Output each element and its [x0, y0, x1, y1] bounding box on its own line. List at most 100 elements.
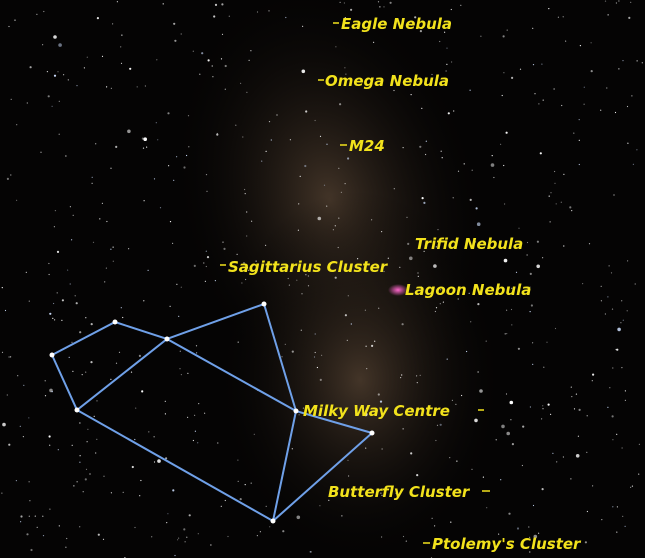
star — [326, 205, 328, 207]
star — [401, 374, 403, 376]
star — [410, 94, 412, 96]
star — [42, 44, 44, 46]
star — [110, 248, 112, 250]
star — [409, 256, 413, 261]
star — [71, 239, 73, 241]
star — [583, 103, 585, 105]
star — [414, 16, 417, 19]
star — [532, 27, 534, 29]
star — [542, 408, 544, 410]
star — [385, 488, 387, 490]
star — [571, 210, 573, 212]
star — [110, 167, 112, 169]
star — [542, 257, 544, 259]
star — [389, 1, 392, 4]
star — [563, 173, 565, 175]
star — [83, 67, 85, 69]
star — [501, 424, 505, 429]
star — [592, 485, 594, 487]
star — [460, 4, 462, 6]
star — [500, 479, 502, 481]
star — [590, 42, 592, 44]
star — [477, 371, 479, 373]
star — [236, 253, 238, 255]
star — [237, 341, 239, 343]
star — [251, 220, 253, 222]
star — [498, 533, 500, 535]
star — [371, 344, 374, 347]
star — [456, 460, 458, 462]
star — [187, 416, 189, 418]
star — [447, 112, 450, 115]
star — [328, 499, 330, 501]
star — [205, 174, 208, 176]
star — [604, 313, 607, 315]
label: Ptolemy's Cluster — [432, 535, 582, 553]
star — [446, 63, 448, 65]
star — [79, 422, 81, 424]
star — [383, 6, 385, 8]
star — [179, 350, 181, 352]
star — [71, 444, 73, 446]
star — [276, 114, 278, 116]
star — [246, 91, 248, 93]
star — [138, 354, 141, 357]
star — [612, 439, 614, 441]
star — [506, 333, 508, 335]
star — [112, 23, 114, 25]
star — [399, 266, 401, 268]
star — [627, 260, 629, 262]
star — [504, 203, 506, 205]
star — [381, 494, 383, 496]
star — [186, 154, 188, 157]
star — [620, 322, 622, 324]
constellation-star — [49, 352, 55, 358]
star — [615, 2, 618, 4]
star — [178, 537, 180, 539]
star — [364, 412, 368, 417]
star — [76, 85, 78, 87]
star — [469, 198, 472, 201]
star — [269, 526, 271, 528]
star — [92, 241, 95, 243]
star — [444, 31, 446, 33]
star — [553, 88, 555, 90]
star — [579, 45, 582, 47]
star — [40, 151, 42, 153]
star — [157, 139, 159, 141]
star — [8, 25, 10, 28]
star — [86, 441, 88, 443]
star — [474, 418, 478, 423]
star — [470, 321, 472, 323]
star — [346, 339, 348, 341]
star — [10, 356, 12, 358]
star — [476, 222, 481, 226]
star — [85, 371, 87, 373]
star — [29, 500, 31, 502]
star — [174, 554, 176, 557]
star — [506, 29, 508, 31]
star — [612, 506, 614, 508]
star — [187, 372, 189, 374]
star — [542, 405, 544, 407]
star — [570, 478, 572, 480]
star — [49, 312, 52, 315]
star — [237, 459, 239, 461]
star — [536, 264, 540, 269]
star — [526, 254, 528, 256]
star — [557, 16, 560, 18]
star — [244, 193, 246, 195]
star — [611, 415, 614, 418]
star — [19, 425, 21, 427]
star — [439, 303, 441, 305]
star — [164, 400, 166, 402]
star — [300, 329, 302, 331]
star — [326, 143, 328, 145]
star — [393, 188, 395, 190]
star — [565, 40, 567, 42]
star — [61, 299, 64, 302]
star — [28, 417, 30, 419]
star — [217, 442, 219, 444]
star — [128, 248, 130, 250]
star — [461, 394, 463, 397]
